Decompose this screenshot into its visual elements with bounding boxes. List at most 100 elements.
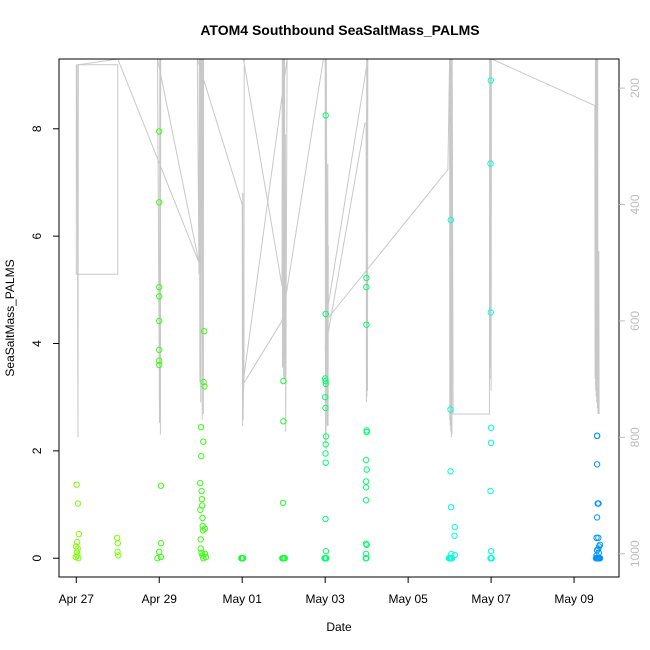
data-point [322, 404, 329, 412]
data-point [363, 321, 370, 328]
data-point [156, 293, 163, 300]
data-point [322, 310, 329, 318]
data-point [156, 199, 163, 206]
data-point [114, 534, 121, 541]
y-tick-label: 8 [30, 125, 44, 132]
x-axis-label: Date [326, 620, 352, 634]
data-point [363, 541, 370, 548]
data-point [73, 481, 80, 488]
y-tick-label: 4 [30, 340, 44, 347]
data-point [239, 555, 247, 562]
data-point [197, 536, 204, 543]
data-point [322, 380, 329, 387]
data-point [322, 450, 329, 457]
data-point [200, 378, 207, 386]
data-point [197, 424, 205, 431]
data-point [201, 383, 208, 390]
data-point [280, 418, 287, 425]
chart-title: ATOM4 Southbound SeaSaltMass_PALMS [200, 22, 479, 38]
x-tick-label: Apr 27 [59, 592, 95, 606]
data-point [114, 548, 121, 555]
data-point [281, 555, 288, 562]
data-point [156, 548, 163, 555]
data-point [593, 514, 601, 521]
data-point [487, 309, 494, 316]
y-axis-label: SeaSaltMass_PALMS [3, 259, 17, 376]
right-axis: 200 400 600 800 1000 [619, 78, 642, 567]
data-point [451, 523, 458, 531]
data-point [157, 482, 165, 489]
data-point [593, 461, 601, 468]
right-tick-label: 400 [628, 194, 642, 214]
x-axis: Apr 27 Apr 29 May 01 May 03 May 05 May 07 May … [59, 577, 594, 606]
data-point [487, 548, 495, 555]
y-axis: 0 2 4 6 8 [30, 125, 59, 562]
data-point [487, 424, 495, 431]
data-point [74, 500, 82, 507]
data-point [322, 394, 329, 401]
data-point [156, 357, 163, 364]
data-point [201, 525, 209, 532]
data-point [488, 555, 495, 562]
data-point [451, 532, 458, 539]
data-point [156, 346, 163, 354]
x-tick-label: May 03 [305, 592, 345, 606]
data-point [593, 534, 600, 541]
data-point [115, 552, 122, 559]
data-point [593, 432, 601, 439]
data-point [362, 497, 370, 504]
data-point [487, 77, 494, 84]
data-point [198, 496, 206, 503]
data-point [75, 530, 83, 538]
data-point [447, 504, 455, 511]
data-point [322, 112, 329, 119]
data-point [448, 555, 456, 562]
x-tick-label: May 05 [388, 592, 428, 606]
data-point [198, 487, 205, 495]
data-point [363, 283, 370, 291]
data-point [198, 453, 205, 460]
data-point [114, 540, 122, 547]
data-point [322, 441, 329, 448]
x-tick-label: May 07 [471, 592, 511, 606]
data-point [154, 555, 161, 562]
data-point [74, 552, 81, 559]
data-point [487, 487, 494, 495]
data-point [200, 438, 207, 445]
right-tick-label: 600 [628, 311, 642, 331]
plot-frame [58, 58, 620, 578]
data-point [363, 555, 370, 562]
data-point [595, 500, 602, 507]
data-point [322, 459, 329, 466]
secondary-line [75, 58, 600, 450]
data-point [157, 540, 165, 547]
x-tick-label: May 09 [554, 592, 594, 606]
data-point [447, 216, 454, 224]
data-point [362, 456, 370, 464]
data-point [322, 433, 330, 440]
data-point [199, 527, 207, 534]
data-point [156, 128, 163, 135]
data-point [596, 541, 604, 548]
points-layer [72, 77, 604, 562]
data-point [202, 553, 210, 561]
data-point [363, 274, 370, 282]
data-point [322, 515, 329, 523]
right-tick-label: 800 [628, 427, 642, 447]
data-point [156, 317, 163, 325]
data-point [74, 545, 81, 552]
data-point [363, 428, 370, 436]
data-point [201, 328, 208, 335]
data-point [279, 499, 287, 507]
y-tick-label: 6 [30, 232, 44, 239]
data-point [596, 555, 604, 562]
y-tick-label: 2 [30, 447, 44, 454]
data-point [362, 484, 370, 491]
data-point [199, 502, 206, 509]
data-point [595, 534, 602, 541]
data-point [447, 406, 454, 413]
right-tick-label: 1000 [628, 540, 642, 567]
data-point [201, 550, 209, 558]
data-point [487, 160, 494, 167]
